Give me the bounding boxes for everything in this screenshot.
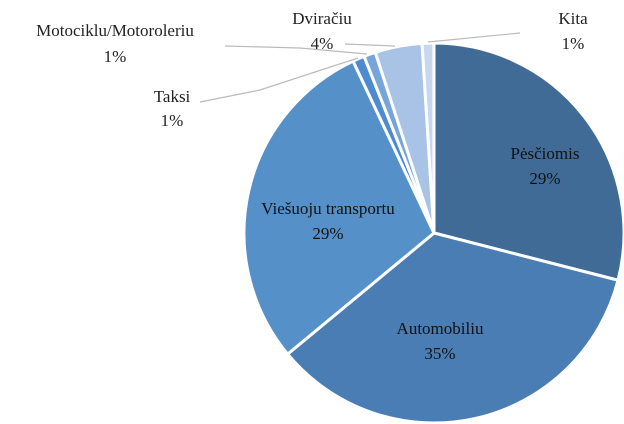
pie-slice <box>286 231 620 424</box>
value-label: 29% <box>312 224 343 243</box>
leader-line <box>199 57 359 103</box>
slice-label: Taksi <box>154 87 191 106</box>
slice-label: Automobiliu <box>397 319 484 338</box>
value-label: 1% <box>161 111 184 130</box>
leader-line <box>344 43 396 47</box>
slice-label: Pėsčiomis <box>511 144 580 163</box>
value-label: 4% <box>311 34 334 53</box>
slice-label: Dviračiu <box>292 9 352 28</box>
slice-label: Viešuoju transportu <box>261 199 395 218</box>
value-label: 1% <box>104 47 127 66</box>
leader-line <box>224 45 368 55</box>
slice-label: Kita <box>558 9 588 28</box>
pie-slice <box>420 41 436 235</box>
slice-label: Motociklu/Motoroleriu <box>36 21 194 40</box>
value-label: 1% <box>562 34 585 53</box>
leader-line <box>427 32 521 43</box>
value-label: 35% <box>424 344 455 363</box>
value-label: 29% <box>529 169 560 188</box>
